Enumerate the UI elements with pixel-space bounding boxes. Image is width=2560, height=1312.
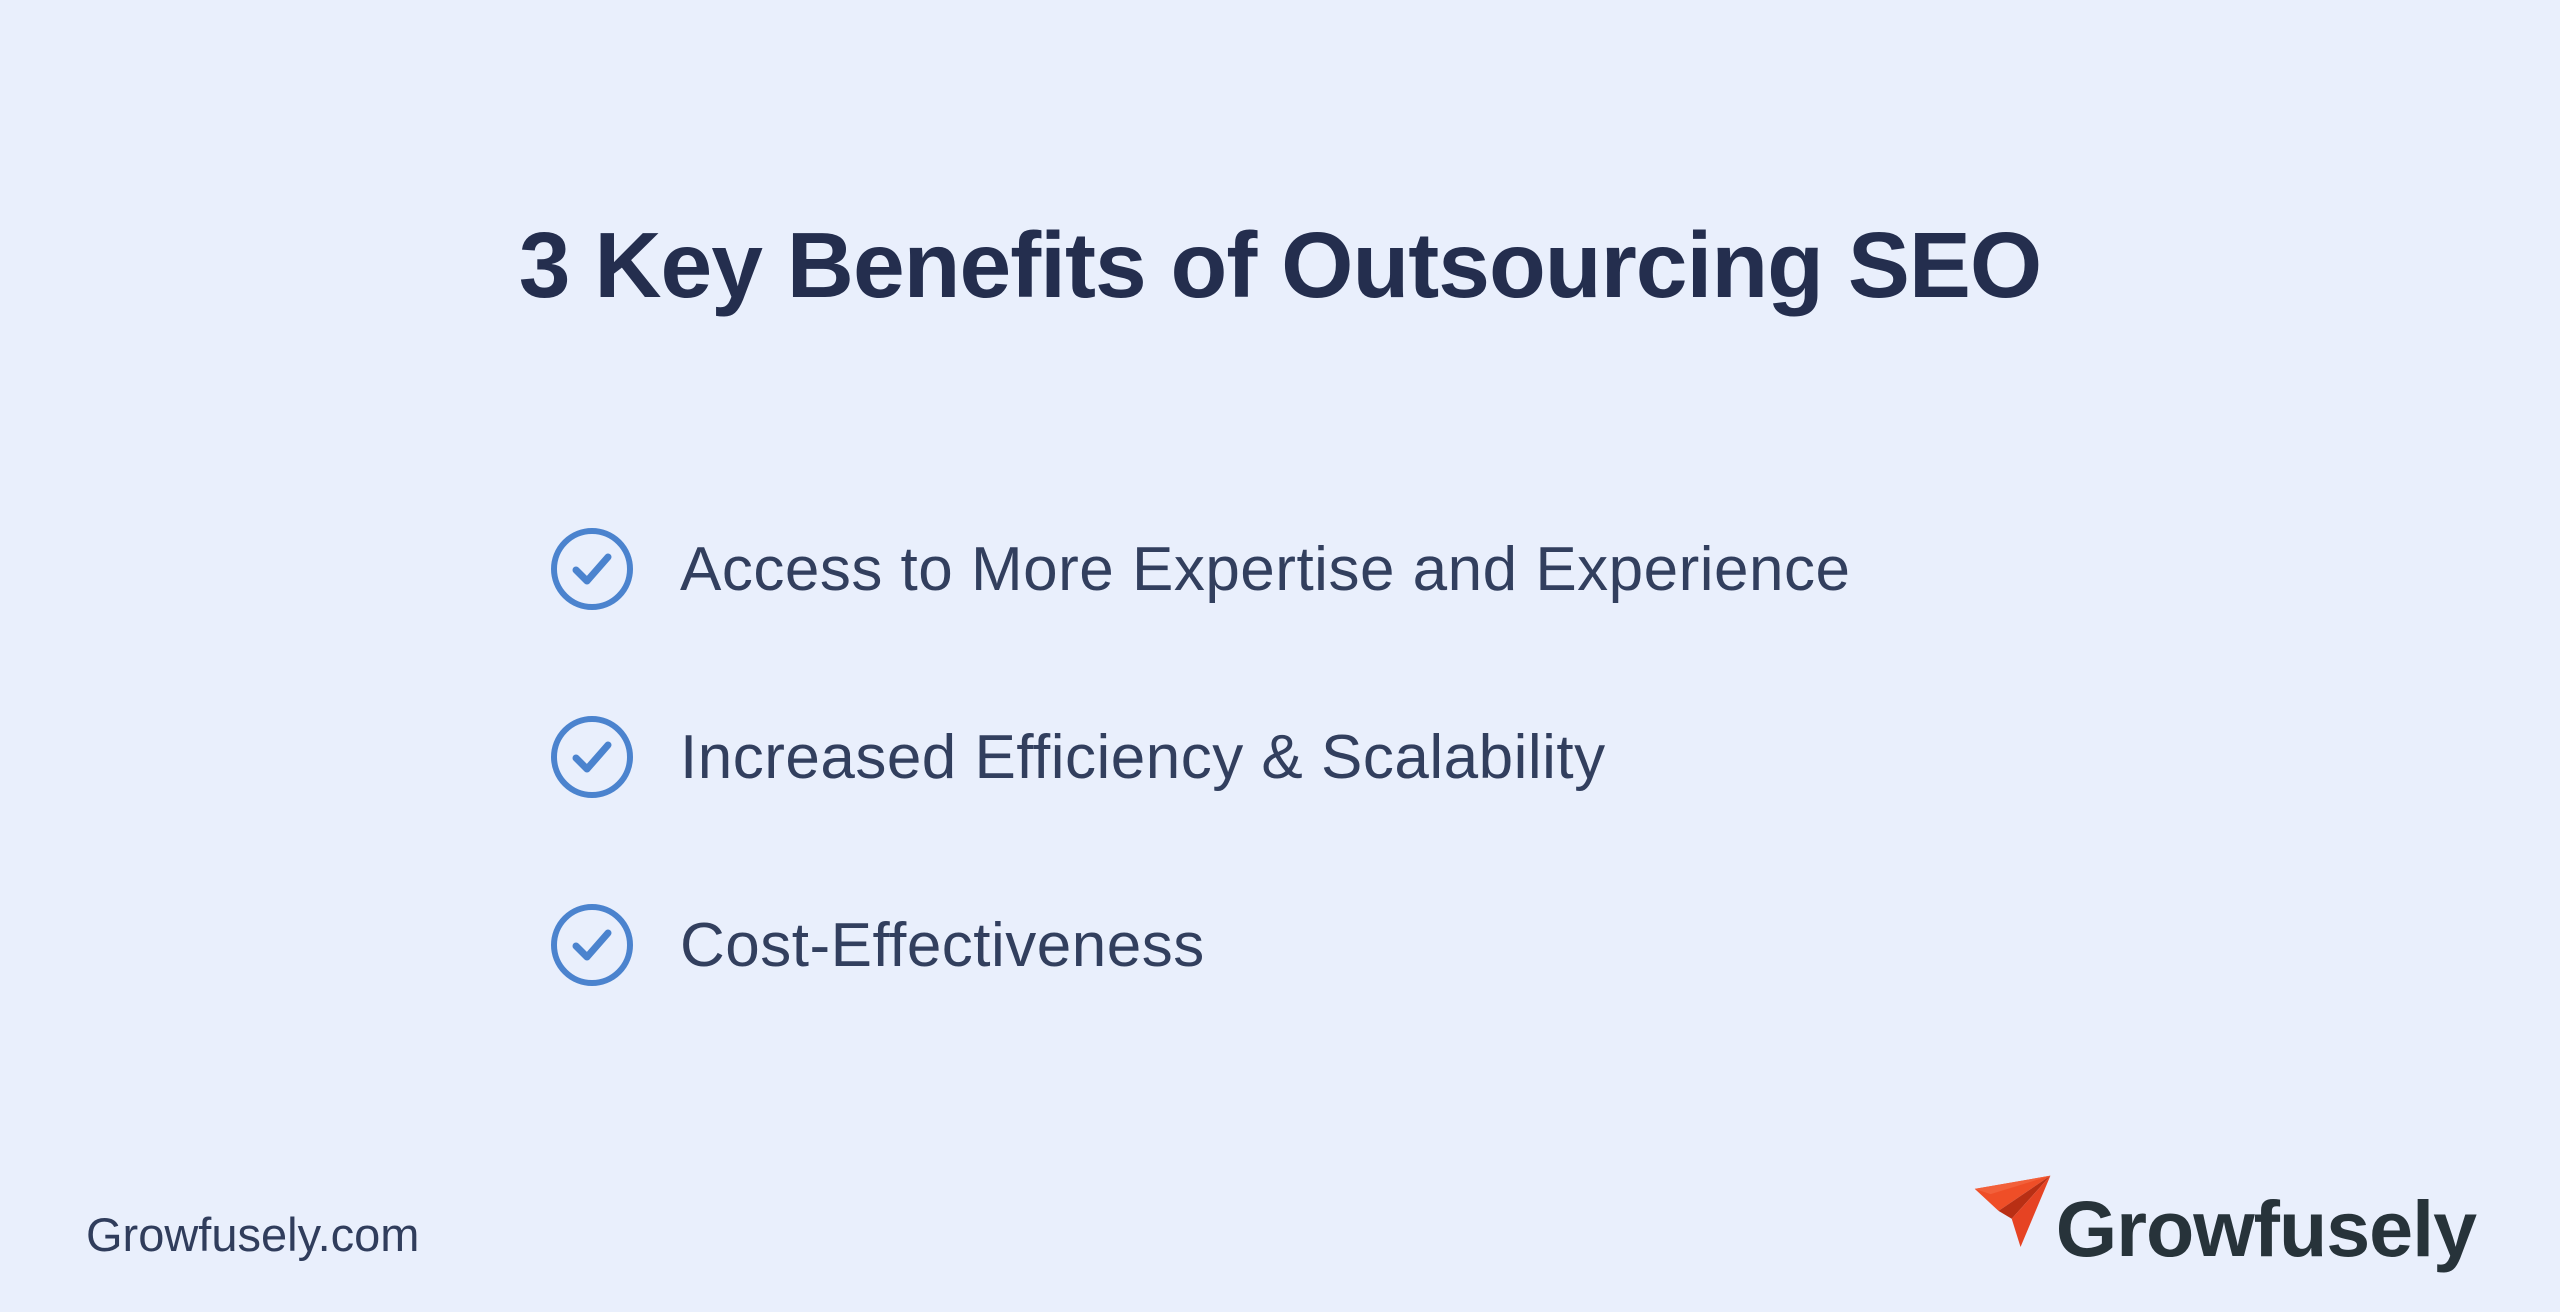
check-circle-icon: [551, 716, 633, 798]
website-url: Growfusely.com: [86, 1208, 420, 1261]
paper-plane-icon: [1974, 1175, 2051, 1247]
benefits-list: Access to More Expertise and Experience …: [550, 527, 2010, 987]
page-title: 3 Key Benefits of Outsourcing SEO: [518, 213, 2042, 317]
benefit-label: Increased Efficiency & Scalability: [680, 722, 1606, 792]
benefit-item-cost: Cost-Effectiveness: [550, 903, 2010, 987]
benefit-label: Cost-Effectiveness: [680, 910, 1205, 980]
benefit-label: Access to More Expertise and Experience: [680, 534, 1851, 604]
brand-logo: Growfusely: [1972, 1166, 2477, 1273]
check-circle-icon: [551, 904, 633, 986]
brand-wordmark: Growfusely: [2055, 1184, 2477, 1273]
benefit-item-expertise: Access to More Expertise and Experience: [550, 527, 2010, 611]
check-circle-icon: [551, 528, 633, 610]
benefit-item-efficiency: Increased Efficiency & Scalability: [550, 715, 2010, 799]
